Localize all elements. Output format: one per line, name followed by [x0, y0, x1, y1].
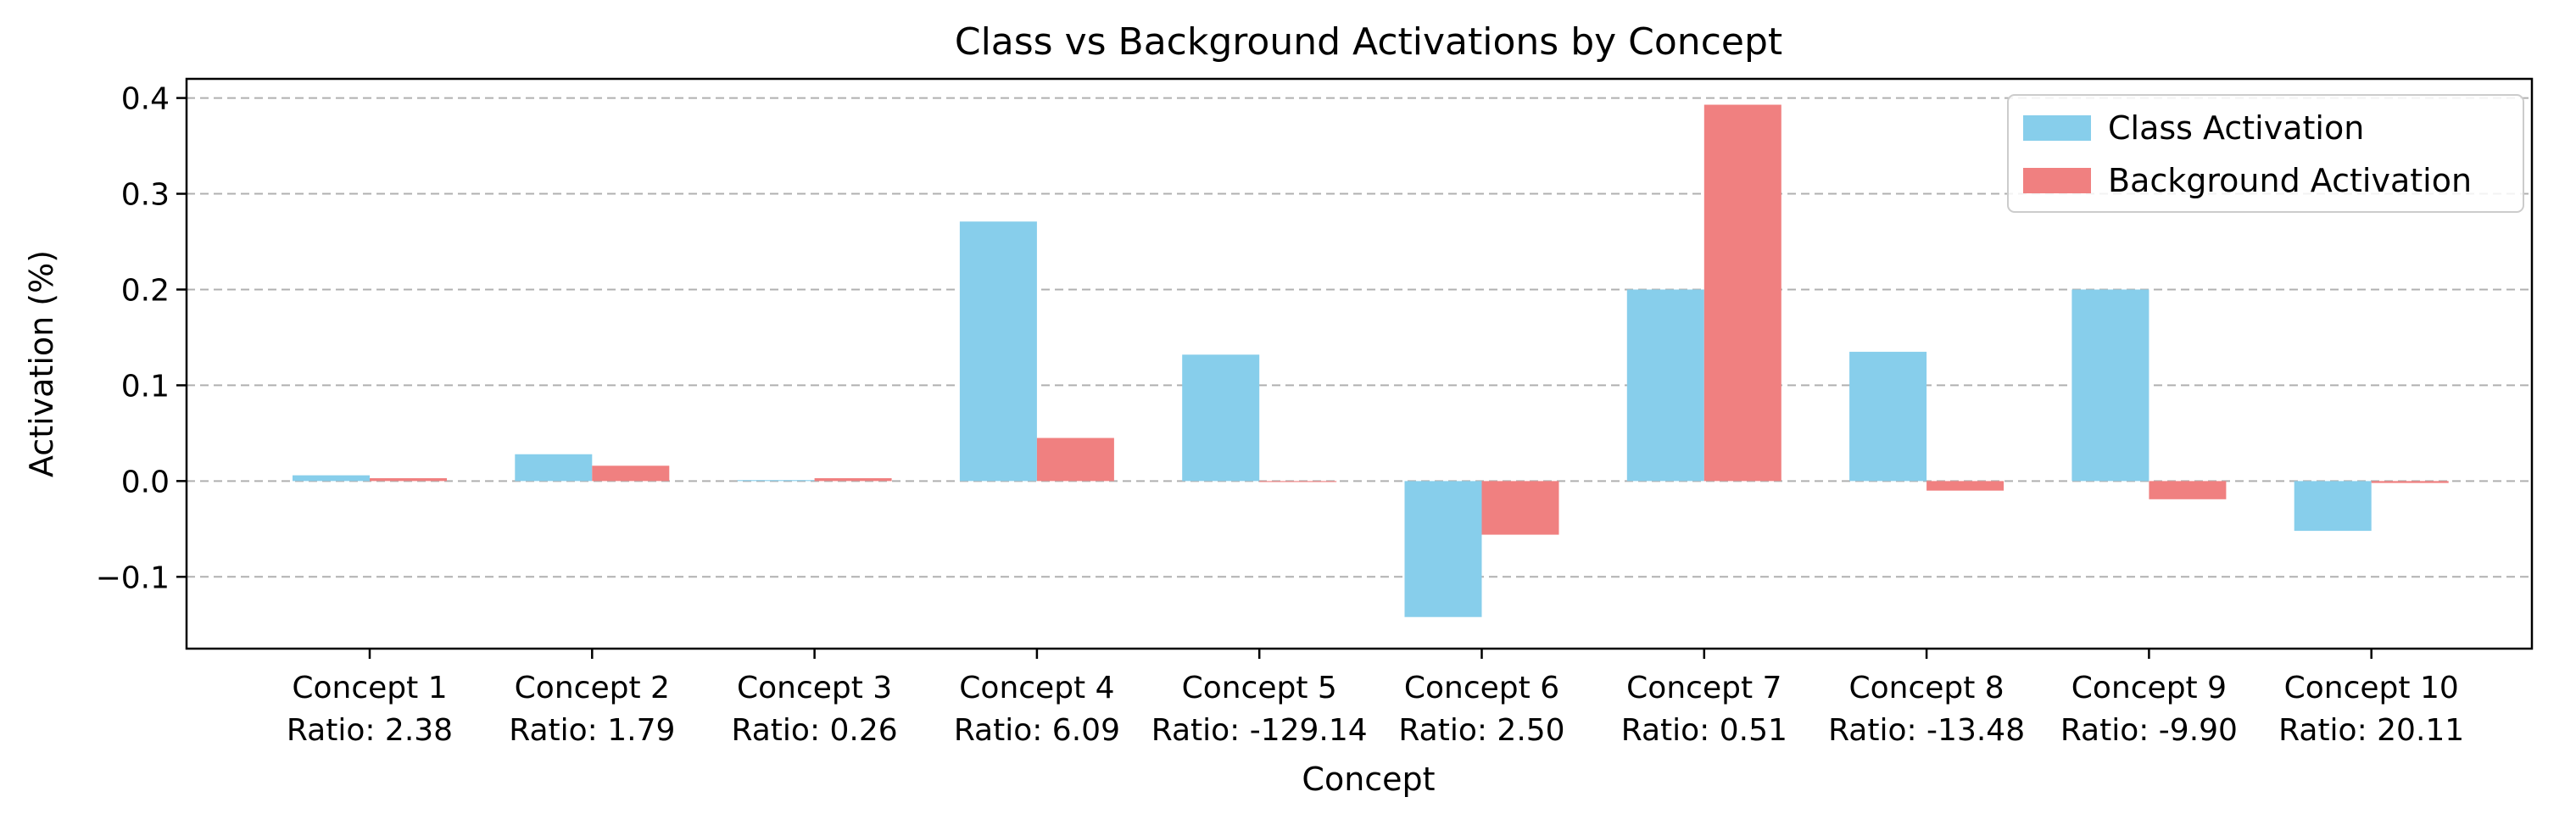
x-tick-label: Concept 4	[959, 671, 1114, 705]
x-tick-label: Concept 7	[1626, 671, 1781, 705]
bar-background-2	[592, 465, 670, 482]
x-tick-ratio-label: Ratio: -9.90	[2060, 713, 2238, 748]
bar-background-9	[2149, 481, 2227, 499]
x-tick-label: Concept 9	[2071, 671, 2227, 705]
bar-class-9	[2071, 289, 2149, 482]
y-tick-label: −0.1	[96, 560, 170, 595]
legend: Class Activation Background Activation	[2007, 94, 2524, 213]
bar-background-8	[1926, 481, 2004, 491]
x-tick-ratio-label: Ratio: 6.09	[954, 713, 1120, 748]
x-tick-ratio-label: Ratio: 0.51	[1621, 713, 1787, 748]
bar-class-10	[2294, 481, 2372, 532]
y-axis-label: Activation (%)	[23, 250, 60, 477]
x-tick-ratio-label: Ratio: -129.14	[1151, 713, 1368, 748]
y-tick-label: 0.2	[121, 273, 170, 308]
x-tick-label: Concept 10	[2284, 671, 2459, 705]
bar-class-3	[737, 480, 815, 482]
bar-background-5	[1259, 481, 1337, 482]
legend-label: Class Activation	[2108, 109, 2364, 147]
plot-frame	[185, 77, 2534, 650]
bar-class-2	[515, 454, 593, 482]
legend-swatch	[2023, 115, 2091, 141]
bar-background-10	[2371, 481, 2449, 483]
x-axis-label: Concept	[1302, 761, 1435, 798]
y-tick-label: 0.1	[121, 369, 170, 404]
legend-swatch	[2023, 168, 2091, 193]
bar-class-1	[293, 475, 370, 482]
legend-box	[2007, 94, 2524, 213]
bar-class-5	[1182, 354, 1260, 482]
x-tick-ratio-label: Ratio: 1.79	[509, 713, 675, 748]
bar-class-4	[959, 221, 1037, 482]
y-tick-label: 0.3	[121, 178, 170, 213]
y-tick-label: 0.4	[121, 82, 170, 117]
x-tick-ratio-label: Ratio: 0.26	[732, 713, 898, 748]
x-tick-label: Concept 2	[515, 671, 670, 705]
x-tick-label: Concept 5	[1182, 671, 1337, 705]
chart-title: Class vs Background Activations by Conce…	[955, 20, 1782, 64]
bar-class-6	[1404, 481, 1482, 617]
y-tick-label: 0.0	[121, 465, 170, 499]
bar-background-4	[1036, 438, 1114, 482]
bar-background-1	[370, 477, 447, 482]
x-tick-label: Concept 1	[292, 671, 447, 705]
x-tick-ratio-label: Ratio: -13.48	[1828, 713, 2025, 748]
x-tick-label: Concept 6	[1404, 671, 1559, 705]
x-tick-ratio-label: Ratio: 20.11	[2278, 713, 2464, 748]
x-tick-ratio-label: Ratio: 2.38	[287, 713, 453, 748]
bar-background-6	[1481, 481, 1559, 535]
x-tick-label: Concept 8	[1848, 671, 2004, 705]
bar-class-7	[1626, 289, 1704, 482]
bar-class-8	[1849, 351, 1927, 482]
bar-background-3	[814, 477, 892, 482]
legend-label: Background Activation	[2108, 162, 2472, 199]
x-tick-label: Concept 3	[737, 671, 892, 705]
x-tick-ratio-label: Ratio: 2.50	[1398, 713, 1564, 748]
bar-background-7	[1703, 104, 1781, 482]
